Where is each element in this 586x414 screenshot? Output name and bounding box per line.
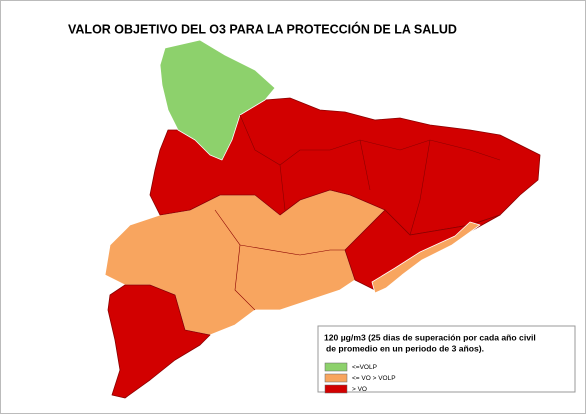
map: [104, 39, 541, 399]
legend-label: <=VOLP: [352, 364, 377, 371]
legend-box: [317, 325, 576, 393]
region: [107, 284, 211, 399]
legend-label: > VO: [352, 386, 367, 393]
internal-borders: [214, 114, 501, 311]
region: [159, 39, 276, 161]
map-title: VALOR OBJETIVO DEL O3 PARA LA PROTECCIÓN…: [68, 21, 457, 36]
legend-swatch: [324, 384, 348, 394]
legend-title: de promedio en un periodo de 3 años).: [326, 343, 484, 353]
legend-title: 120 µg/m3 (25 dias de superación por cad…: [324, 332, 536, 342]
legend-label: <= VO > VOLP: [352, 375, 396, 382]
legend: 120 µg/m3 (25 dias de superación por cad…: [317, 325, 576, 394]
legend-swatch: [324, 373, 348, 383]
region: [371, 221, 481, 294]
legend-swatch: [324, 362, 348, 372]
